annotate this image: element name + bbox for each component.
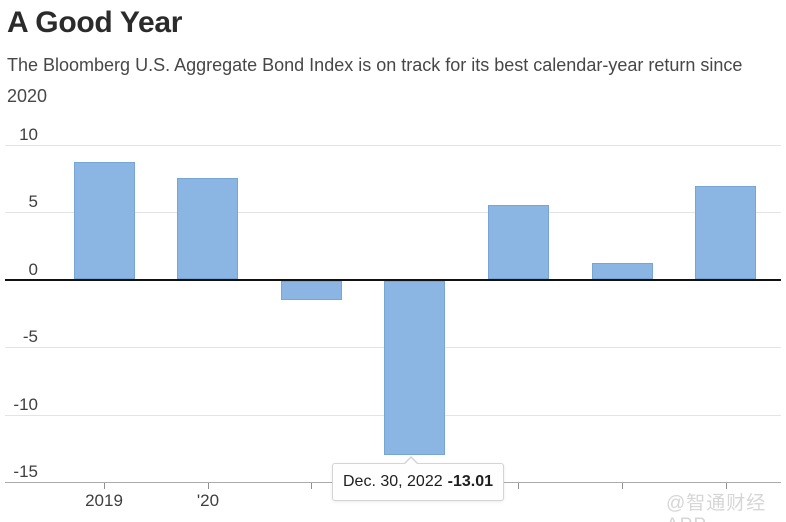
tooltip-caret-fill <box>403 458 419 466</box>
x-axis-label-2019: 2019 <box>85 491 123 510</box>
y-axis-label--5: -5 <box>22 327 38 346</box>
tooltip-value: -13.01 <box>447 473 493 490</box>
y-axis-label-5: 5 <box>28 192 38 211</box>
bar-2022[interactable] <box>384 281 445 455</box>
chart-title: A Good Year <box>7 6 183 39</box>
gridline-5 <box>5 212 781 213</box>
bar-2020[interactable] <box>177 178 238 279</box>
bar-2025[interactable] <box>695 186 756 279</box>
chart-header: A Good Year The Bloomberg U.S. Aggregate… <box>7 6 755 112</box>
chart-subtitle: The Bloomberg U.S. Aggregate Bond Index … <box>7 55 743 106</box>
x-tick-2019 <box>104 483 105 489</box>
bar-2021[interactable] <box>281 281 342 300</box>
tooltip-date: Dec. 30, 2022 <box>343 473 443 490</box>
y-axis-label-0: 0 <box>28 260 38 279</box>
x-tick-2024 <box>622 483 623 489</box>
x-axis-label-2020: '20 <box>196 491 220 510</box>
y-axis-label--10: -10 <box>13 395 38 414</box>
x-tick-2021 <box>311 483 312 489</box>
tooltip: Dec. 30, 2022 -13.01 <box>332 456 504 501</box>
watermark: @智通财经APP <box>666 493 767 522</box>
gridline-0 <box>5 278 781 281</box>
x-tick-2020 <box>208 483 209 489</box>
bar-2019[interactable] <box>74 162 135 279</box>
bar-2024[interactable] <box>592 263 653 279</box>
y-axis-label-10: 10 <box>19 125 38 144</box>
x-tick-2025 <box>726 483 727 489</box>
x-tick-2023 <box>518 483 519 489</box>
y-axis-label--15: -15 <box>13 462 38 481</box>
gridline-10 <box>5 145 781 146</box>
bar-2023[interactable] <box>488 205 549 279</box>
